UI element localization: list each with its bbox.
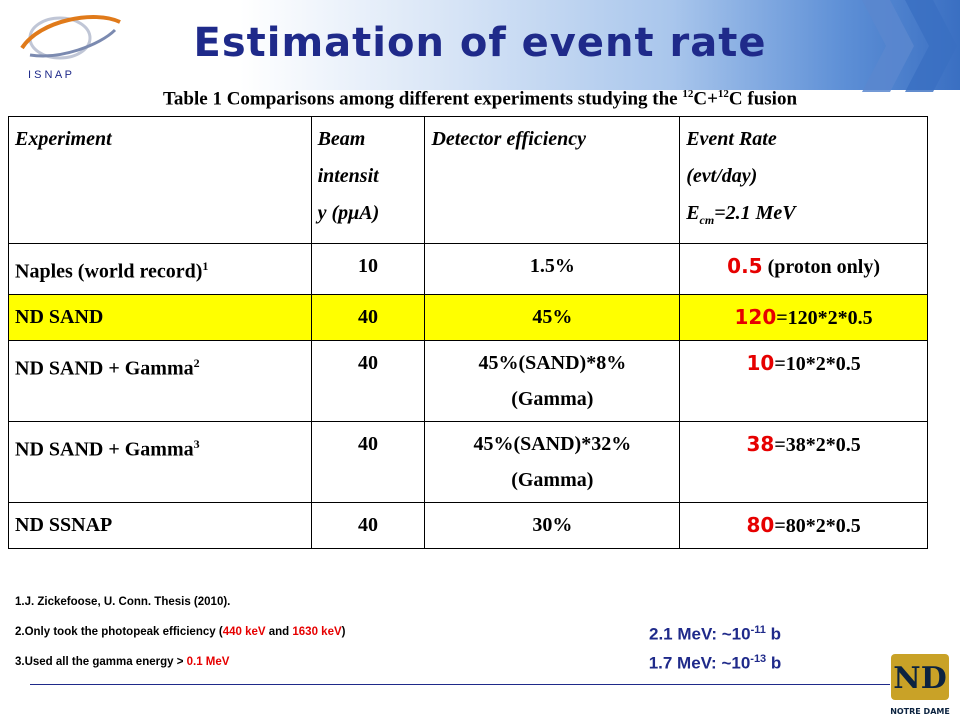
page-title: Estimation of event rate [193, 20, 767, 66]
cell-efficiency: 30% [424, 501, 681, 549]
cell-experiment: ND SAND + Gamma2 [8, 339, 312, 422]
header-band [0, 0, 960, 90]
footnotes: 1.J. Zickefoose, U. Conn. Thesis (2010).… [15, 596, 345, 686]
chevron-icon [862, 0, 914, 92]
cell-experiment: Naples (world record)1 [8, 243, 312, 295]
header-beam: Beam intensit y (pμA) [310, 116, 426, 244]
footer-divider [30, 684, 890, 685]
footnote-3: 3.Used all the gamma energy > 0.1 MeV [15, 656, 230, 668]
cell-experiment: ND SAND + Gamma3 [8, 420, 312, 503]
table-caption: Table 1 Comparisons among different expe… [162, 88, 798, 110]
table-header-row: Experiment Beam intensit y (pμA) Detector … [8, 116, 928, 244]
notre-dame-logo: ND NOTRE DAME [890, 654, 950, 716]
cell-rate: 80=80*2*0.5 [679, 501, 928, 549]
cell-efficiency: 45%(SAND)*32% (Gamma) [424, 420, 681, 503]
nd-logo-text: NOTRE DAME [890, 707, 950, 716]
table-row: ND SAND + Gamma3 40 45%(SAND)*32% (Gamma)… [8, 420, 928, 503]
comparison-table: Experiment Beam intensit y (pμA) Detector … [8, 116, 928, 549]
cell-beam: 40 [310, 420, 426, 503]
chevron-icon [905, 0, 957, 92]
cell-beam: 10 [310, 243, 426, 295]
cross-section-note: 2.1 MeV: ~10-11 b 1.7 MeV: ~10-13 b [620, 618, 810, 675]
header-detector: Detector efficiency [424, 116, 681, 244]
footnote-2: 2.Only took the photopeak efficiency (44… [15, 626, 346, 638]
table-row: ND SAND + Gamma2 40 45%(SAND)*8% (Gamma) … [8, 339, 928, 422]
table-row: ND SSNAP 40 30% 80=80*2*0.5 [8, 501, 928, 549]
cell-beam: 40 [310, 501, 426, 549]
cell-rate: 0.5 (proton only) [679, 243, 928, 295]
cell-rate: 10=10*2*0.5 [679, 339, 928, 422]
logo-text: I S N A P [28, 69, 72, 81]
isnap-logo: I S N A P [20, 15, 121, 81]
table-row-highlighted: ND SAND 40 45% 120=120*2*0.5 [8, 293, 928, 341]
cell-rate: 120=120*2*0.5 [679, 293, 928, 341]
cell-experiment: ND SSNAP [8, 501, 312, 549]
cell-efficiency: 45% [424, 293, 681, 341]
cell-rate: 38=38*2*0.5 [679, 420, 928, 503]
cross-section-line: 1.7 MeV: ~10-13 b [648, 652, 782, 673]
header-experiment: Experiment [8, 116, 312, 244]
cross-section-line: 2.1 MeV: ~10-11 b [649, 624, 781, 644]
cell-efficiency: 45%(SAND)*8% (Gamma) [424, 339, 681, 422]
cell-beam: 40 [310, 293, 426, 341]
cell-experiment: ND SAND [8, 293, 312, 341]
cell-efficiency: 1.5% [424, 243, 681, 295]
header-rate: Event Rate (evt/day) Ecm=2.1 MeV [679, 116, 928, 244]
footnote-1: 1.J. Zickefoose, U. Conn. Thesis (2010). [15, 596, 231, 608]
table-row: Naples (world record)1 10 1.5% 0.5 (prot… [8, 243, 928, 295]
cell-beam: 40 [310, 339, 426, 422]
svg-text:ND: ND [893, 661, 946, 696]
